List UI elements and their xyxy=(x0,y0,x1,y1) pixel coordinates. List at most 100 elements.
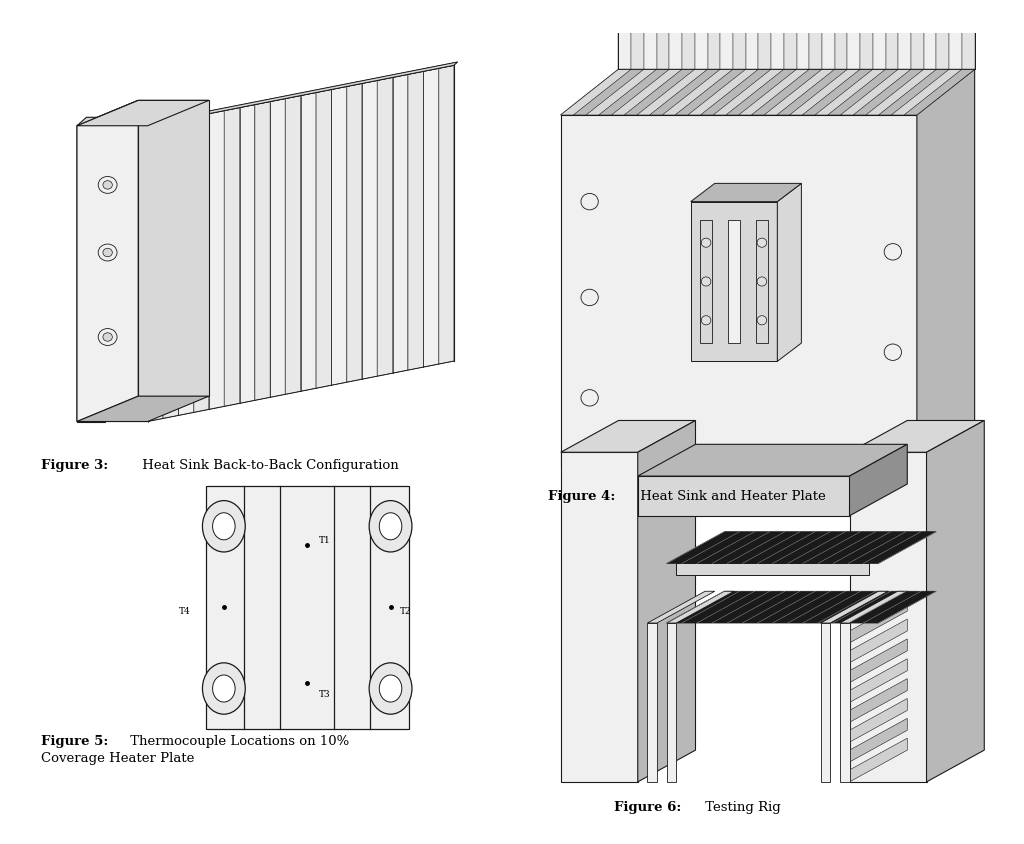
Polygon shape xyxy=(670,0,682,70)
Polygon shape xyxy=(301,90,319,96)
Polygon shape xyxy=(178,114,198,121)
Polygon shape xyxy=(822,0,835,70)
Polygon shape xyxy=(77,101,209,127)
Polygon shape xyxy=(618,0,631,70)
Circle shape xyxy=(757,239,767,248)
Polygon shape xyxy=(904,70,975,116)
Polygon shape xyxy=(240,102,259,109)
Polygon shape xyxy=(377,78,392,376)
Polygon shape xyxy=(866,70,937,116)
Polygon shape xyxy=(377,75,396,81)
Polygon shape xyxy=(663,70,733,116)
Polygon shape xyxy=(850,639,907,683)
Polygon shape xyxy=(840,592,907,623)
Polygon shape xyxy=(438,67,454,365)
Text: Figure 3:: Figure 3: xyxy=(41,458,109,472)
Circle shape xyxy=(757,316,767,326)
Polygon shape xyxy=(209,111,224,410)
Polygon shape xyxy=(638,421,695,782)
Circle shape xyxy=(102,249,113,257)
Polygon shape xyxy=(650,70,720,116)
Polygon shape xyxy=(949,0,962,70)
Text: Heat Sink and Heater Plate: Heat Sink and Heater Plate xyxy=(636,490,825,503)
Polygon shape xyxy=(147,62,458,127)
Polygon shape xyxy=(752,70,822,116)
Polygon shape xyxy=(840,623,850,782)
Circle shape xyxy=(701,278,711,287)
Text: Figure 4:: Figure 4: xyxy=(548,490,615,503)
Polygon shape xyxy=(850,659,907,702)
Polygon shape xyxy=(77,127,105,422)
Polygon shape xyxy=(392,72,412,78)
Polygon shape xyxy=(644,0,656,70)
Polygon shape xyxy=(316,87,335,94)
Polygon shape xyxy=(423,66,442,73)
Polygon shape xyxy=(561,421,695,452)
Polygon shape xyxy=(827,70,898,116)
Polygon shape xyxy=(695,0,708,70)
Polygon shape xyxy=(77,397,209,422)
Text: T3: T3 xyxy=(318,690,330,699)
Polygon shape xyxy=(408,73,423,371)
Polygon shape xyxy=(879,70,949,116)
Polygon shape xyxy=(676,564,868,576)
Polygon shape xyxy=(803,70,872,116)
Polygon shape xyxy=(638,445,907,477)
Polygon shape xyxy=(240,106,255,404)
Circle shape xyxy=(370,663,412,714)
Polygon shape xyxy=(916,70,975,467)
Polygon shape xyxy=(362,78,381,84)
Polygon shape xyxy=(777,184,802,362)
Polygon shape xyxy=(637,70,708,116)
Polygon shape xyxy=(647,623,657,782)
Text: Heat Sink Back-to-Back Configuration: Heat Sink Back-to-Back Configuration xyxy=(138,458,399,472)
Polygon shape xyxy=(850,619,907,663)
Polygon shape xyxy=(777,70,848,116)
Circle shape xyxy=(98,245,117,262)
Polygon shape xyxy=(667,532,936,564)
Polygon shape xyxy=(756,220,768,344)
Polygon shape xyxy=(586,70,656,116)
Circle shape xyxy=(379,513,401,540)
Polygon shape xyxy=(745,0,759,70)
Polygon shape xyxy=(797,0,809,70)
Polygon shape xyxy=(850,599,907,643)
Polygon shape xyxy=(599,70,670,116)
Circle shape xyxy=(102,333,113,342)
Polygon shape xyxy=(688,70,759,116)
Polygon shape xyxy=(860,0,872,70)
Circle shape xyxy=(581,289,598,306)
Polygon shape xyxy=(625,70,695,116)
Polygon shape xyxy=(850,452,927,782)
Polygon shape xyxy=(147,123,163,422)
Polygon shape xyxy=(332,84,350,90)
Polygon shape xyxy=(927,421,984,782)
Polygon shape xyxy=(178,117,194,416)
Polygon shape xyxy=(848,0,860,70)
Polygon shape xyxy=(853,70,924,116)
Polygon shape xyxy=(77,101,138,422)
Polygon shape xyxy=(163,117,182,123)
Polygon shape xyxy=(638,477,850,517)
Circle shape xyxy=(884,344,901,361)
Text: T4: T4 xyxy=(179,606,190,615)
Polygon shape xyxy=(924,0,937,70)
Polygon shape xyxy=(77,118,147,127)
Polygon shape xyxy=(667,592,734,623)
Text: Testing Rig: Testing Rig xyxy=(701,800,781,814)
Polygon shape xyxy=(675,70,745,116)
Polygon shape xyxy=(835,0,848,70)
Polygon shape xyxy=(206,486,409,729)
Polygon shape xyxy=(656,0,670,70)
Polygon shape xyxy=(561,452,638,782)
Polygon shape xyxy=(892,70,962,116)
Polygon shape xyxy=(682,0,695,70)
Polygon shape xyxy=(316,90,332,389)
Polygon shape xyxy=(147,120,167,127)
Polygon shape xyxy=(886,0,898,70)
Polygon shape xyxy=(255,99,273,106)
Polygon shape xyxy=(809,0,822,70)
Polygon shape xyxy=(690,203,777,362)
Circle shape xyxy=(203,663,246,714)
Polygon shape xyxy=(561,70,975,116)
